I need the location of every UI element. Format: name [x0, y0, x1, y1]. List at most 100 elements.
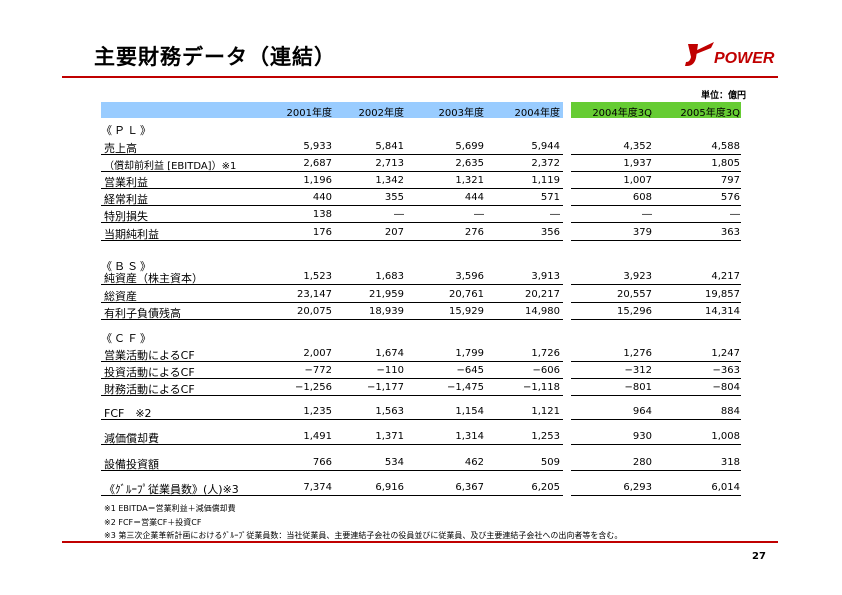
cell-cf-inv-5: −363: [712, 365, 740, 376]
cell-op-income-5: 797: [720, 175, 740, 186]
cell-extra-loss-4: ―: [642, 209, 652, 220]
row-rule: [101, 419, 563, 420]
cell-cf-op-5: 1,247: [711, 348, 740, 359]
cell-net-income-3: 356: [540, 227, 560, 238]
row-rule: [571, 395, 741, 396]
col-header-2002: 2002年度: [358, 108, 404, 119]
cell-depreciation-5: 1,008: [711, 431, 740, 442]
row-rule: [101, 319, 563, 320]
row-rule: [101, 361, 563, 362]
cell-extra-loss-0: 138: [312, 209, 332, 220]
col-header-2004: 2004年度: [514, 108, 560, 119]
cell-net-assets-4: 3,923: [623, 271, 652, 282]
cell-cf-fin-4: −801: [624, 382, 652, 393]
cell-extra-loss-2: ―: [474, 209, 484, 220]
row-rule: [101, 154, 563, 155]
cell-extra-loss-5: ―: [730, 209, 740, 220]
cell-op-income-1: 1,342: [375, 175, 404, 186]
cell-employees-1: 6,916: [375, 482, 404, 493]
cell-cf-fin-5: −804: [712, 382, 740, 393]
cell-total-assets-5: 19,857: [705, 289, 740, 300]
cell-cf-op-4: 1,276: [623, 348, 652, 359]
cell-ordinary-2: 444: [464, 192, 484, 203]
cell-ordinary-4: 608: [632, 192, 652, 203]
row-rule: [571, 154, 741, 155]
cell-capex-4: 280: [632, 457, 652, 468]
cell-cf-op-1: 1,674: [375, 348, 404, 359]
row-label-sales: 売上高: [104, 142, 137, 155]
title-rule: [62, 76, 778, 78]
row-label-depreciation: 減価償却費: [104, 432, 159, 445]
row-label-net-assets: 純資産（株主資本）: [104, 272, 203, 285]
cell-fcf-0: 1,235: [303, 406, 332, 417]
cell-ebitda-5: 1,805: [711, 158, 740, 169]
cell-net-income-4: 379: [632, 227, 652, 238]
page-number: 27: [752, 551, 766, 562]
cell-capex-3: 509: [540, 457, 560, 468]
row-rule: [101, 495, 563, 496]
row-rule: [571, 284, 741, 285]
row-rule: [571, 361, 741, 362]
cell-debt-0: 20,075: [297, 306, 332, 317]
row-label-total-assets: 総資産: [104, 290, 137, 303]
cell-cf-inv-4: −312: [624, 365, 652, 376]
cell-op-income-4: 1,007: [623, 175, 652, 186]
cell-depreciation-4: 930: [632, 431, 652, 442]
row-rule: [101, 395, 563, 396]
cell-employees-3: 6,205: [531, 482, 560, 493]
cell-debt-1: 18,939: [369, 306, 404, 317]
row-label-debt: 有利子負債残高: [104, 307, 181, 320]
col-header-2005-3q: 2005年度3Q: [680, 108, 740, 119]
row-rule: [101, 378, 563, 379]
cell-net-assets-3: 3,913: [531, 271, 560, 282]
cell-sales-5: 4,588: [711, 141, 740, 152]
row-rule: [571, 419, 741, 420]
cell-fcf-3: 1,121: [531, 406, 560, 417]
cell-net-income-2: 276: [464, 227, 484, 238]
cell-capex-5: 318: [720, 457, 740, 468]
cell-op-income-3: 1,119: [531, 175, 560, 186]
cell-depreciation-0: 1,491: [303, 431, 332, 442]
cell-fcf-1: 1,563: [375, 406, 404, 417]
col-header-2003: 2003年度: [438, 108, 484, 119]
row-rule: [101, 284, 563, 285]
row-rule: [571, 495, 741, 496]
cell-cf-op-3: 1,726: [531, 348, 560, 359]
cell-fcf-4: 964: [632, 406, 652, 417]
cell-cf-fin-1: −1,177: [366, 382, 404, 393]
footnote-2: ※2 FCF＝営業CF＋投資CF: [104, 518, 202, 527]
row-label-op-income: 営業利益: [104, 176, 148, 189]
row-rule: [101, 171, 563, 172]
section-bs: 《ＢＳ》: [101, 260, 153, 273]
page-title: 主要財務データ（連結）: [94, 45, 336, 69]
footer-rule: [62, 541, 778, 543]
cell-net-assets-2: 3,596: [455, 271, 484, 282]
row-rule: [101, 188, 563, 189]
cell-ordinary-5: 576: [720, 192, 740, 203]
cell-cf-fin-2: −1,475: [446, 382, 484, 393]
cell-op-income-2: 1,321: [455, 175, 484, 186]
row-rule: [571, 319, 741, 320]
row-rule: [101, 302, 563, 303]
cell-ebitda-0: 2,687: [303, 158, 332, 169]
row-label-capex: 設備投資額: [104, 458, 159, 471]
row-label-cf-fin: 財務活動によるCF: [104, 383, 195, 396]
cell-net-income-0: 176: [312, 227, 332, 238]
row-rule: [571, 470, 741, 471]
cell-total-assets-3: 20,217: [525, 289, 560, 300]
cell-total-assets-0: 23,147: [297, 289, 332, 300]
cell-sales-2: 5,699: [455, 141, 484, 152]
header-band-quarterly: [571, 102, 741, 118]
cell-cf-op-2: 1,799: [455, 348, 484, 359]
row-label-cf-inv: 投資活動によるCF: [104, 366, 195, 379]
cell-debt-5: 14,314: [705, 306, 740, 317]
col-header-2004-3q: 2004年度3Q: [592, 108, 652, 119]
cell-cf-fin-3: −1,118: [522, 382, 560, 393]
cell-cf-inv-2: −645: [456, 365, 484, 376]
row-rule: [571, 188, 741, 189]
cell-employees-4: 6,293: [623, 482, 652, 493]
cell-employees-0: 7,374: [303, 482, 332, 493]
cell-employees-2: 6,367: [455, 482, 484, 493]
row-rule: [101, 444, 563, 445]
cell-extra-loss-1: ―: [394, 209, 404, 220]
